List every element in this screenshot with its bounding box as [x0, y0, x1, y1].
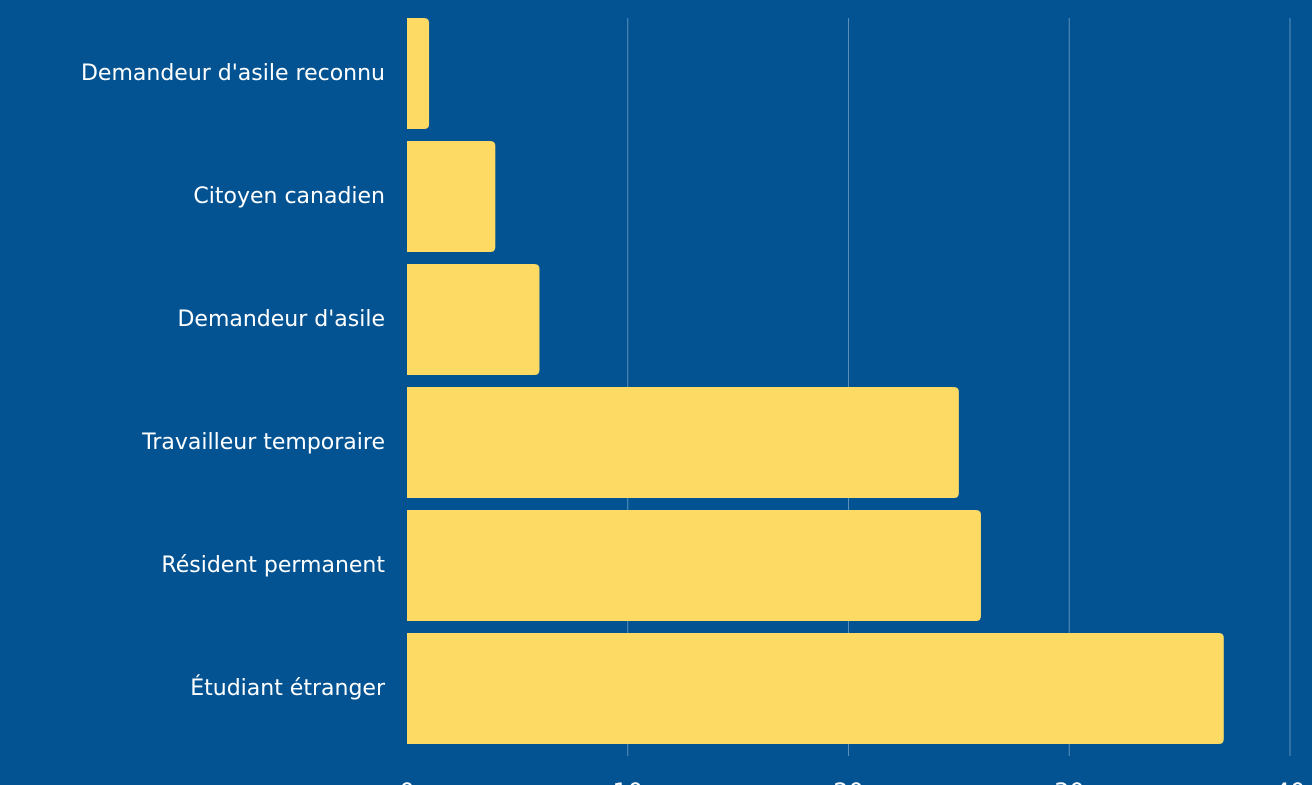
x-tick-label-30: 30: [1054, 778, 1085, 785]
x-tick-label-0: 0: [399, 778, 414, 785]
category-labels: Demandeur d'asile reconnu Citoyen canadie…: [81, 61, 386, 701]
x-tick-label-40: 40: [1275, 778, 1306, 785]
category-label-4: Résident permanent: [161, 553, 385, 578]
bar-3: [407, 387, 959, 498]
x-tick-labels: 0 10 20 30 40: [399, 778, 1305, 785]
category-label-0: Demandeur d'asile reconnu: [81, 61, 385, 86]
category-label-3: Travailleur temporaire: [141, 430, 385, 455]
bar-0: [407, 18, 430, 129]
category-label-2: Demandeur d'asile: [177, 307, 385, 332]
category-label-5: Étudiant étranger: [190, 675, 386, 701]
x-tick-label-20: 20: [833, 778, 864, 785]
x-tick-label-10: 10: [612, 778, 643, 785]
bar-5: [407, 633, 1224, 744]
bar-1: [407, 141, 496, 252]
bar-4: [407, 510, 981, 621]
category-label-1: Citoyen canadien: [193, 184, 385, 209]
bars: [407, 18, 1224, 744]
bar-2: [407, 264, 540, 375]
